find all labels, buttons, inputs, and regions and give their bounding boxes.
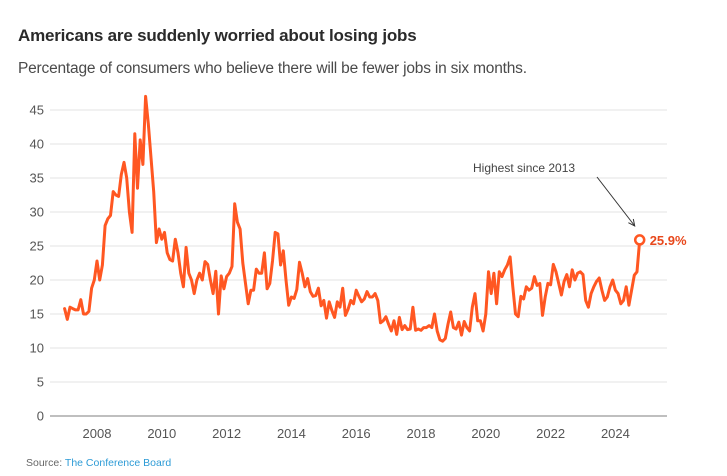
y-tick-label: 15 [30, 307, 44, 322]
y-tick-label: 20 [30, 273, 44, 288]
chart-title: Americans are suddenly worried about los… [18, 26, 417, 45]
y-tick-label: 35 [30, 171, 44, 186]
y-tick-label: 40 [30, 137, 44, 152]
arrowhead-icon [628, 218, 636, 227]
annotation-highest-since-2013: Highest since 2013 [473, 161, 575, 175]
y-tick-label: 30 [30, 205, 44, 220]
chart-subtitle: Percentage of consumers who believe ther… [18, 60, 527, 77]
x-tick-label: 2012 [212, 426, 241, 441]
y-tick-label: 45 [30, 103, 44, 118]
annotations: Highest since 2013 25.9% [473, 161, 687, 248]
x-tick-label: 2020 [471, 426, 500, 441]
x-tick-label: 2024 [601, 426, 630, 441]
gridlines [50, 109, 667, 383]
x-tick-label: 2008 [83, 426, 112, 441]
x-tick-label: 2016 [342, 426, 371, 441]
series-line [63, 94, 642, 343]
y-tick-label: 25 [30, 239, 44, 254]
end-value-label: 25.9% [650, 233, 687, 248]
source-link[interactable]: The Conference Board [64, 457, 172, 469]
source-label: Source: [26, 457, 63, 469]
x-tick-label: 2018 [407, 426, 436, 441]
y-tick-label: 5 [37, 375, 44, 390]
annotation-arrow [596, 176, 636, 227]
source-line: Source: The Conference Board [26, 457, 171, 469]
x-tick-label: 2022 [536, 426, 565, 441]
x-tick-label: 2014 [277, 426, 306, 441]
y-tick-label: 0 [37, 409, 44, 424]
y-axis-ticks: 0 5 10 15 20 25 30 35 40 45 [30, 103, 44, 424]
x-tick-label: 2010 [147, 426, 176, 441]
y-tick-label: 10 [30, 341, 44, 356]
x-axis-ticks: 2008 2010 2012 2014 2016 2018 2020 2022 2024 [83, 426, 630, 441]
end-point-marker [633, 234, 646, 246]
